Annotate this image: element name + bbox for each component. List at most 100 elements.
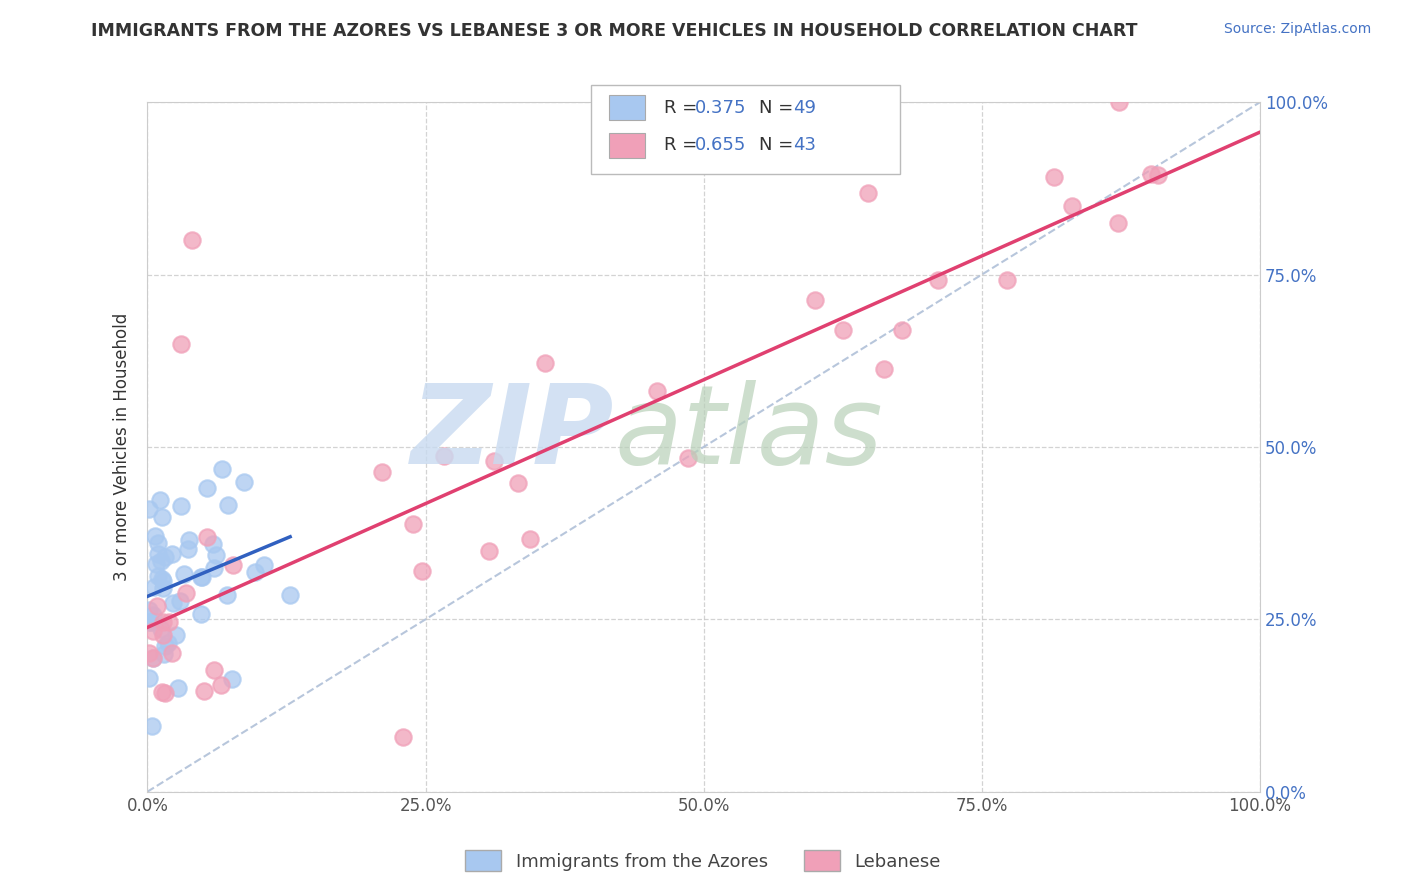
Point bbox=[873, 362, 896, 376]
Point bbox=[150, 685, 173, 699]
Point bbox=[193, 683, 215, 698]
Point bbox=[278, 588, 301, 602]
Point bbox=[170, 336, 193, 351]
Point bbox=[146, 599, 169, 614]
Point bbox=[1139, 167, 1161, 181]
Point bbox=[150, 572, 173, 586]
Point bbox=[856, 186, 879, 201]
Point bbox=[221, 558, 243, 573]
Point bbox=[157, 615, 180, 629]
Point bbox=[204, 663, 226, 677]
Point bbox=[138, 603, 160, 617]
Point bbox=[152, 615, 174, 629]
Point bbox=[138, 615, 160, 630]
Point bbox=[170, 499, 193, 513]
Point bbox=[169, 593, 191, 607]
Point bbox=[177, 542, 200, 557]
Point bbox=[1060, 199, 1083, 213]
Point bbox=[153, 639, 176, 653]
Point bbox=[202, 537, 225, 551]
Point bbox=[927, 273, 949, 287]
Point bbox=[139, 615, 162, 629]
Point bbox=[478, 544, 501, 558]
Point bbox=[160, 547, 183, 561]
Point bbox=[209, 677, 232, 691]
Point bbox=[197, 530, 219, 544]
Point bbox=[195, 482, 218, 496]
Point bbox=[149, 622, 172, 636]
Point bbox=[142, 651, 165, 665]
Point bbox=[149, 493, 172, 508]
Point bbox=[392, 730, 415, 744]
Point bbox=[145, 557, 167, 571]
Text: Source: ZipAtlas.com: Source: ZipAtlas.com bbox=[1223, 22, 1371, 37]
Point bbox=[1108, 95, 1130, 110]
Point bbox=[232, 475, 254, 489]
Point bbox=[890, 323, 912, 337]
Point bbox=[173, 566, 195, 581]
Text: ZIP: ZIP bbox=[411, 380, 614, 487]
Point bbox=[146, 569, 169, 583]
Point bbox=[162, 647, 184, 661]
Point bbox=[152, 574, 174, 588]
Point bbox=[202, 560, 225, 574]
Text: atlas: atlas bbox=[614, 380, 883, 487]
Text: N =: N = bbox=[759, 99, 799, 117]
Point bbox=[371, 465, 394, 479]
Point bbox=[519, 532, 541, 546]
Point bbox=[146, 548, 169, 562]
Text: IMMIGRANTS FROM THE AZORES VS LEBANESE 3 OR MORE VEHICLES IN HOUSEHOLD CORRELATI: IMMIGRANTS FROM THE AZORES VS LEBANESE 3… bbox=[91, 22, 1137, 40]
Text: 43: 43 bbox=[793, 136, 815, 154]
Point bbox=[156, 636, 179, 650]
Point bbox=[1043, 169, 1066, 184]
Point bbox=[142, 608, 165, 623]
Text: 0.655: 0.655 bbox=[695, 136, 747, 154]
Legend: Immigrants from the Azores, Lebanese: Immigrants from the Azores, Lebanese bbox=[458, 843, 948, 879]
Point bbox=[508, 476, 530, 491]
Text: R =: R = bbox=[664, 136, 703, 154]
Point bbox=[142, 651, 165, 665]
Point bbox=[190, 607, 212, 621]
Text: N =: N = bbox=[759, 136, 799, 154]
Point bbox=[162, 596, 184, 610]
Text: 49: 49 bbox=[793, 99, 815, 117]
Point bbox=[221, 673, 243, 687]
Point bbox=[997, 273, 1019, 287]
Point bbox=[143, 580, 166, 594]
Point bbox=[1146, 168, 1168, 182]
Point bbox=[190, 570, 212, 584]
Point bbox=[678, 451, 700, 466]
Point bbox=[152, 510, 174, 524]
Point bbox=[215, 588, 238, 602]
Point bbox=[142, 624, 165, 638]
Point bbox=[150, 554, 173, 568]
Point bbox=[167, 681, 190, 695]
Point bbox=[1107, 216, 1129, 230]
Point bbox=[534, 356, 557, 370]
Point bbox=[204, 548, 226, 562]
Point bbox=[211, 462, 233, 476]
Point bbox=[153, 686, 176, 700]
Point bbox=[647, 384, 669, 399]
Point bbox=[165, 628, 187, 642]
Point bbox=[180, 233, 202, 247]
Point bbox=[832, 323, 855, 337]
Y-axis label: 3 or more Vehicles in Household: 3 or more Vehicles in Household bbox=[114, 313, 131, 581]
Point bbox=[146, 536, 169, 550]
Point bbox=[153, 648, 176, 662]
Point bbox=[176, 586, 198, 600]
Text: R =: R = bbox=[664, 99, 703, 117]
Point bbox=[804, 293, 827, 307]
Point bbox=[138, 501, 160, 516]
Point bbox=[411, 565, 433, 579]
Point bbox=[245, 565, 267, 579]
Point bbox=[143, 529, 166, 543]
Point bbox=[152, 581, 174, 595]
Point bbox=[138, 646, 160, 660]
Point bbox=[253, 558, 276, 573]
Point bbox=[179, 533, 201, 547]
Point bbox=[138, 671, 160, 685]
Point bbox=[482, 454, 505, 468]
Point bbox=[401, 516, 423, 531]
Point bbox=[152, 628, 174, 642]
